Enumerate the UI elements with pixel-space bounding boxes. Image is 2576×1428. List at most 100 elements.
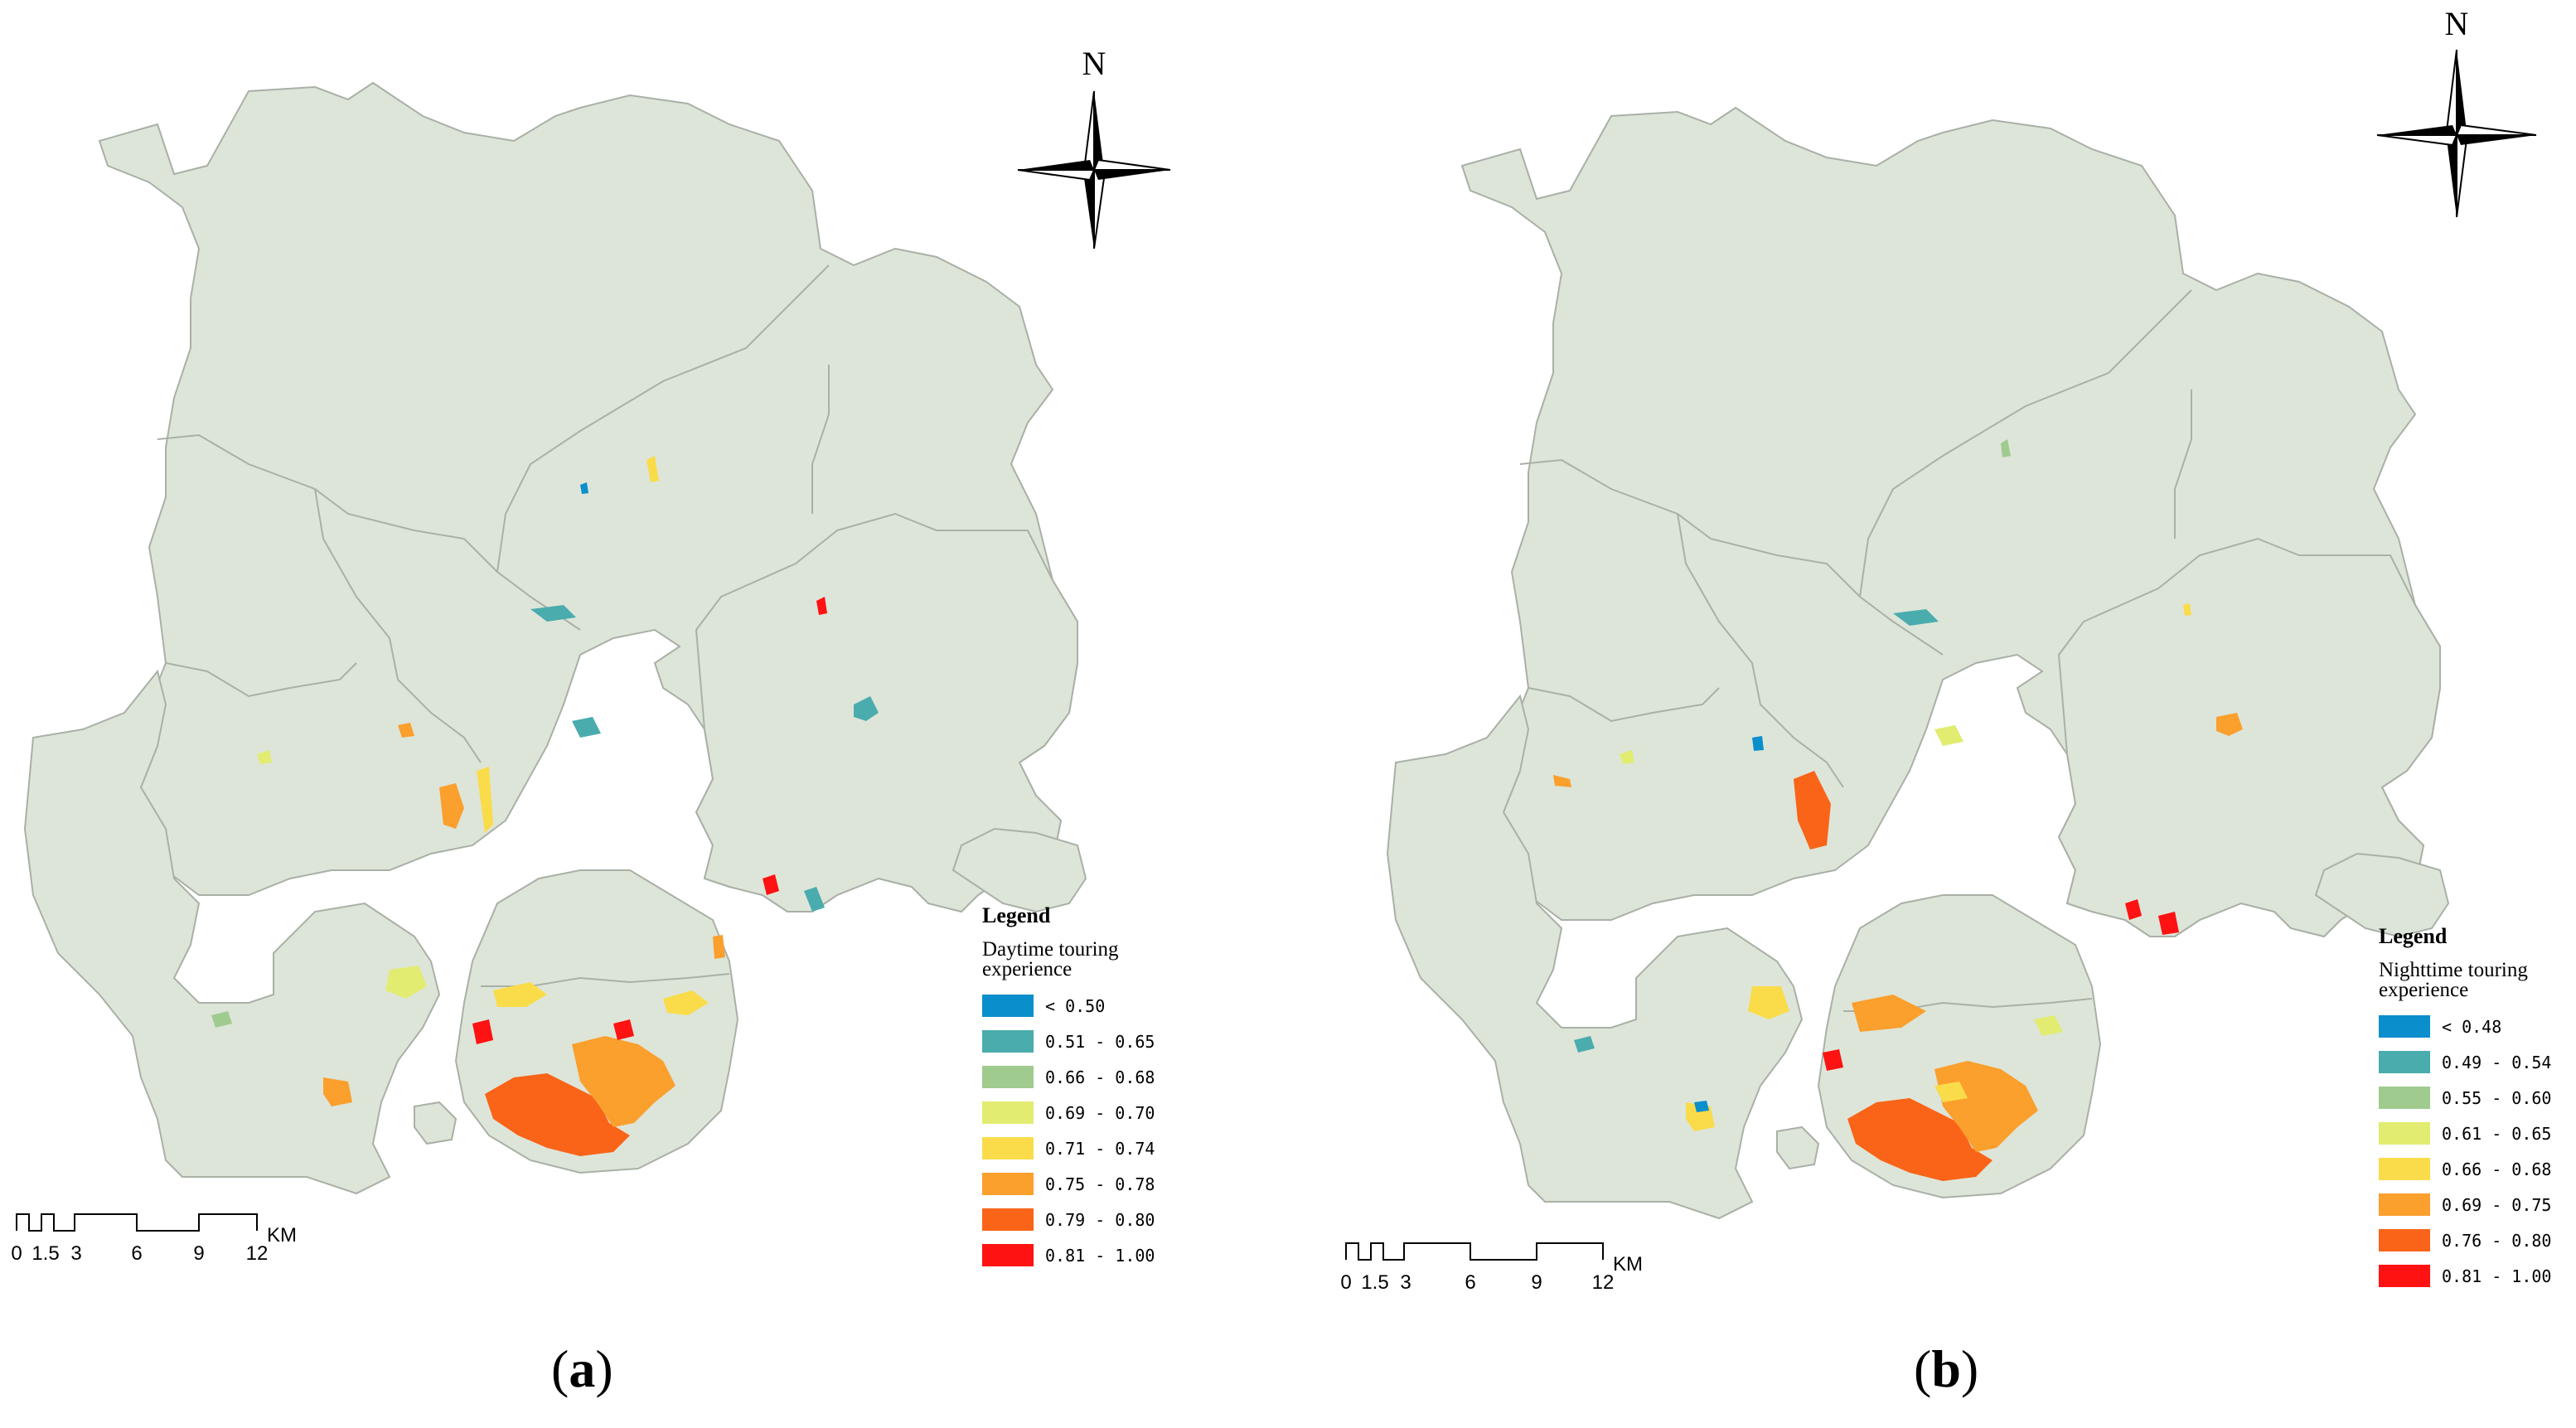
- scale-tick: 1.5: [1361, 1271, 1388, 1294]
- hotspot: [477, 767, 493, 833]
- hotspot: [1847, 1098, 1993, 1181]
- hotspot: [485, 1073, 630, 1156]
- legend-item: 0.51 - 0.65: [982, 1024, 1281, 1059]
- hotspot: [572, 1036, 675, 1127]
- hotspot: [2158, 912, 2179, 935]
- panel-label-b: (b): [1914, 1339, 1979, 1398]
- legend-label: 0.81 - 1.00: [2442, 1266, 2552, 1286]
- legend-label: 0.76 - 0.80: [2442, 1230, 2552, 1251]
- district-west: [23, 669, 441, 1195]
- scale-tick: 12: [1592, 1271, 1615, 1294]
- hotspot: [1794, 771, 1831, 850]
- hotspot: [2183, 603, 2191, 616]
- legend-item: 0.75 - 0.78: [982, 1166, 1281, 1202]
- legend-item: 0.49 - 0.54: [2379, 1044, 2574, 1080]
- legend-subtitle: Daytime touring experience: [982, 938, 1119, 980]
- legend-label: < 0.50: [1045, 995, 1106, 1016]
- legend-item: 0.81 - 1.00: [982, 1237, 1281, 1273]
- legend-label: 0.75 - 0.78: [1045, 1174, 1155, 1194]
- islet-east: [2314, 852, 2450, 938]
- panel-a: N Legend Daytime touring experience < 0.…: [11, 45, 1281, 1398]
- hotspot: [613, 1019, 634, 1040]
- legend-swatch: [982, 1066, 1034, 1088]
- hotspot: [2034, 1015, 2063, 1036]
- scale-tick: 0: [11, 1242, 22, 1265]
- scale-tick: 3: [70, 1242, 81, 1265]
- legend-swatch: [982, 1101, 1034, 1124]
- legend-swatch: [982, 1244, 1034, 1266]
- hotspot: [385, 966, 427, 999]
- legend-label: < 0.48: [2442, 1016, 2502, 1037]
- legend-a: Legend Daytime touring experience < 0.50…: [982, 903, 1281, 1273]
- legend-label: 0.49 - 0.54: [2442, 1052, 2552, 1072]
- hotspot: [323, 1077, 352, 1106]
- legend-item: 0.66 - 0.68: [2379, 1151, 2574, 1187]
- legend-label: 0.66 - 0.68: [2442, 1159, 2552, 1179]
- hotspot: [572, 717, 601, 738]
- hotspot: [1553, 775, 1571, 787]
- hotspots-b: [1553, 439, 2243, 1181]
- hotspot: [1694, 1101, 1709, 1112]
- hotspot: [816, 597, 827, 615]
- legend-item: 0.71 - 0.74: [982, 1130, 1281, 1166]
- legend-label: 0.69 - 0.70: [1045, 1102, 1155, 1123]
- hotspot: [1934, 1082, 1968, 1102]
- legend-item: 0.69 - 0.75: [2379, 1187, 2574, 1222]
- legend-title: Legend: [982, 903, 1051, 927]
- legend-label: 0.79 - 0.80: [1045, 1209, 1155, 1230]
- legend-swatch: [2379, 1015, 2430, 1038]
- hotspot: [646, 456, 659, 482]
- legend-swatch: [982, 1173, 1034, 1195]
- legend-label: 0.69 - 0.75: [2442, 1194, 2552, 1215]
- hotspot: [1620, 750, 1634, 764]
- scale-tick: 3: [1400, 1271, 1411, 1294]
- legend-swatch: [2379, 1158, 2430, 1180]
- scale-tick: 1.5: [31, 1242, 59, 1265]
- legend-item: 0.55 - 0.60: [2379, 1080, 2574, 1116]
- hotspot: [398, 723, 414, 738]
- map-b: [1386, 106, 2450, 1220]
- legend-item: 0.66 - 0.68: [982, 1059, 1281, 1095]
- hotspot: [472, 1019, 493, 1044]
- hotspot: [493, 982, 547, 1007]
- hotspot: [1823, 1049, 1843, 1071]
- legend-item: < 0.48: [2379, 1009, 2574, 1044]
- hotspot: [2125, 899, 2142, 920]
- legend-swatch: [982, 1208, 1034, 1231]
- legend-label: 0.55 - 0.60: [2442, 1087, 2552, 1108]
- legend-label: 0.81 - 1.00: [1045, 1245, 1155, 1266]
- hotspot: [211, 1011, 232, 1028]
- hotspot: [439, 783, 464, 829]
- scale-unit: KM: [267, 1224, 297, 1246]
- legend-item: < 0.50: [982, 988, 1281, 1024]
- legend-title: Legend: [2379, 924, 2448, 948]
- legend-item: 0.81 - 1.00: [2379, 1258, 2574, 1294]
- panel-b: N Legend Nighttime touring experience < …: [1288, 0, 2576, 1428]
- hotspot: [804, 887, 825, 912]
- north-label: N: [1082, 45, 1106, 82]
- legend-item: 0.69 - 0.70: [982, 1095, 1281, 1130]
- legend-label: 0.71 - 0.74: [1045, 1138, 1155, 1159]
- hotspot: [1852, 995, 1926, 1032]
- scale-tick: 6: [131, 1242, 142, 1265]
- legend-swatch: [982, 1030, 1034, 1053]
- scale-tick: 0: [1340, 1271, 1351, 1294]
- panel-label-a: (a): [551, 1339, 613, 1398]
- islet-east: [951, 827, 1087, 913]
- legend-swatch: [2379, 1087, 2430, 1109]
- scale-tick: 12: [246, 1242, 269, 1265]
- legend-swatch: [2379, 1229, 2430, 1251]
- hotspot: [713, 935, 725, 959]
- legend-swatch: [982, 995, 1034, 1017]
- hotspot: [1748, 986, 1789, 1019]
- hotspots-a: [211, 456, 879, 1156]
- legend-swatch: [2379, 1193, 2430, 1216]
- islet-south: [414, 1101, 458, 1145]
- hotspot: [2216, 713, 2243, 736]
- hotspot: [2001, 439, 2011, 457]
- legend-subtitle: Nighttime touring experience: [2379, 959, 2528, 1001]
- internal-boundaries: [157, 264, 830, 987]
- hotspot: [663, 990, 709, 1015]
- legend-classes: < 0.50 0.51 - 0.65 0.66 - 0.68 0.69 - 0.…: [982, 988, 1281, 1273]
- hotspot: [1893, 609, 1939, 626]
